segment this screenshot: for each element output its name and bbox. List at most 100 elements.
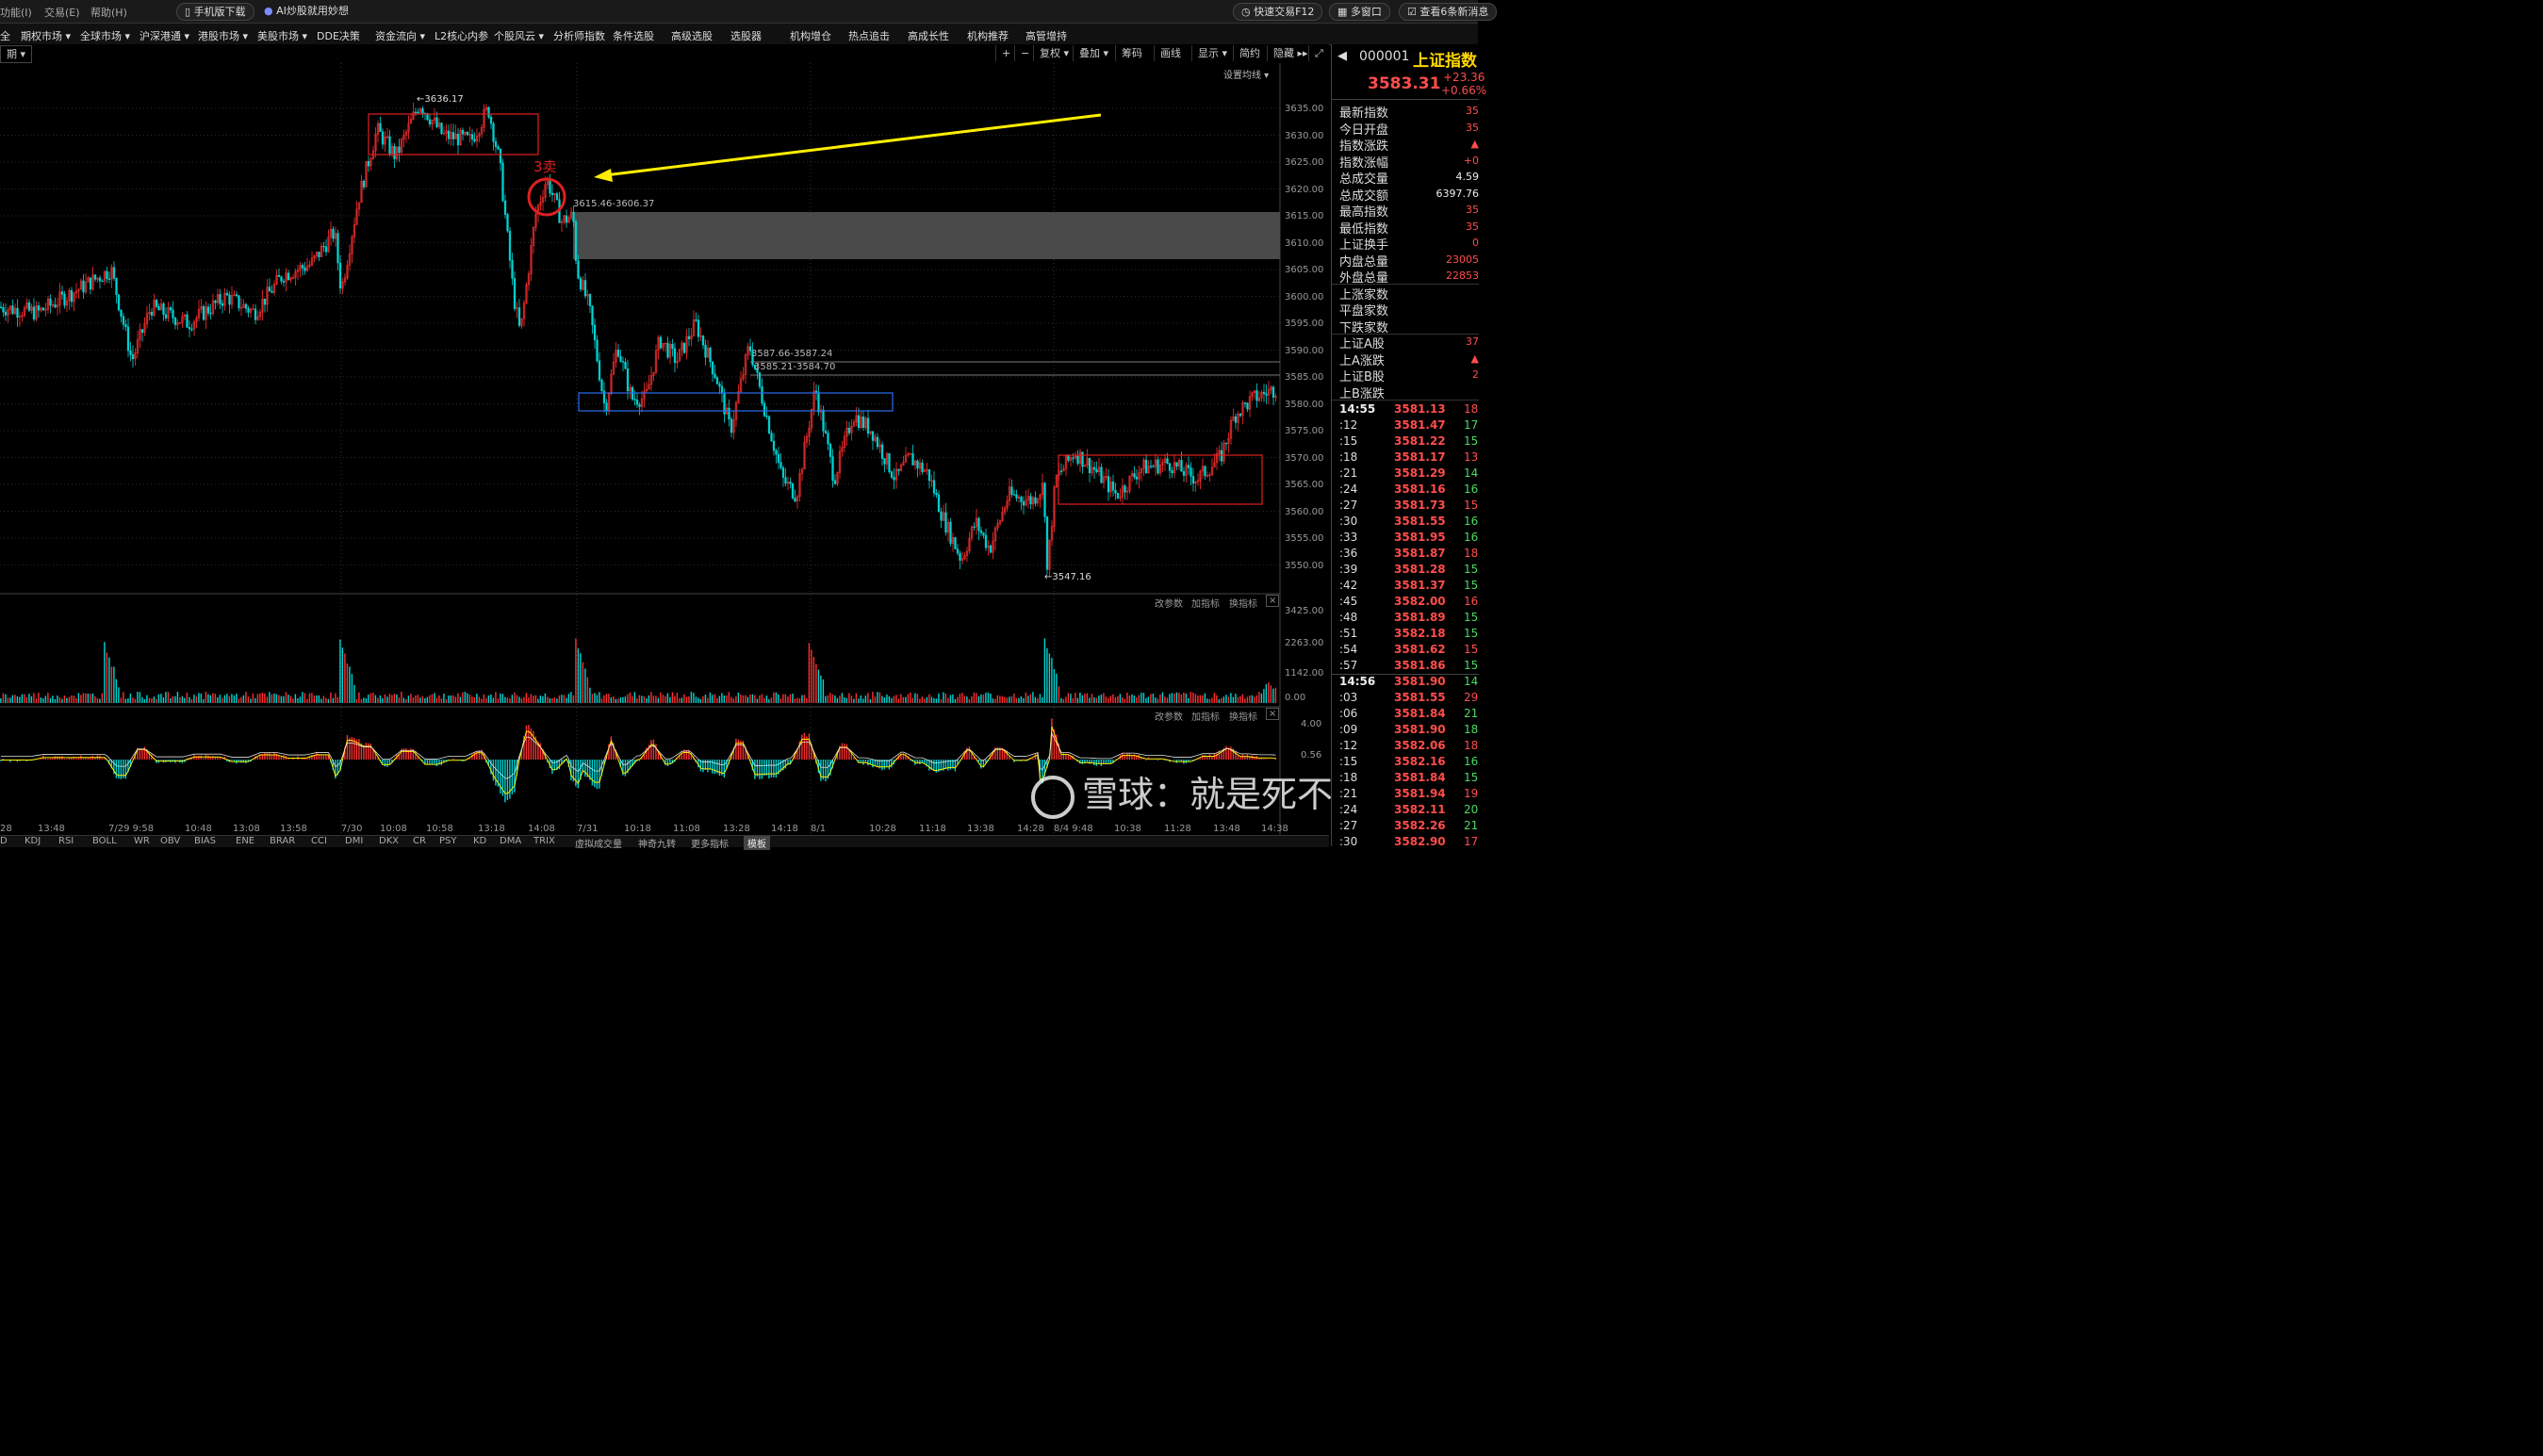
candle-body — [810, 409, 813, 429]
indicator-tab[interactable]: DKX — [379, 836, 400, 846]
candle-body — [973, 526, 976, 529]
change-param-button[interactable]: 改参数 — [1155, 599, 1183, 610]
menu-help[interactable]: 帮助(H) — [90, 7, 127, 19]
candle-body — [145, 313, 149, 324]
ma-setting-button[interactable]: 设置均线 ▾ — [1223, 71, 1270, 81]
change-param-button[interactable]: 改参数 — [1155, 712, 1183, 723]
nav-item[interactable]: 机构推荐 — [967, 30, 1009, 42]
menu-trade[interactable]: 交易(E) — [44, 7, 80, 19]
display-button[interactable]: 显示 ▾ — [1191, 45, 1233, 61]
quote-label: 最高指数 — [1339, 205, 1389, 220]
mobile-download-button[interactable]: ▯ 手机版下载 — [176, 3, 254, 21]
indicator-tab[interactable]: BRAR — [270, 836, 296, 846]
macd-bar — [539, 743, 542, 760]
kline-chart[interactable] — [0, 63, 1329, 835]
volume-bar — [1072, 697, 1075, 703]
indicator-tab[interactable]: WR — [134, 836, 150, 846]
nav-item[interactable]: 沪深港通 ▾ — [139, 30, 190, 42]
nav-item[interactable]: 个股风云 ▾ — [494, 30, 545, 42]
candle-body — [638, 404, 641, 407]
quick-trade-button[interactable]: ◷ 快速交易F12 — [1233, 3, 1323, 21]
news-button[interactable]: ☑ 查看6条新消息 — [1399, 3, 1498, 21]
macd-bar — [322, 755, 325, 760]
nav-item[interactable]: 高管增持 — [1025, 30, 1067, 42]
draw-line-button[interactable]: 画线 — [1154, 45, 1187, 61]
support-box — [578, 392, 894, 412]
candle-body — [563, 215, 566, 222]
nav-item[interactable]: 全球市场 ▾ — [80, 30, 131, 42]
simple-button[interactable]: 简约 — [1233, 45, 1266, 61]
expand-icon[interactable]: ⤢ — [1308, 45, 1329, 61]
nav-item[interactable]: 分析师指数 — [553, 30, 605, 42]
add-indicator-button[interactable]: 加指标 — [1191, 599, 1220, 610]
volume-bar — [487, 695, 490, 703]
indicator-tab[interactable]: CR — [413, 836, 426, 846]
macd-bar — [551, 760, 553, 775]
volume-bar — [369, 693, 372, 703]
nav-item[interactable]: 全 — [0, 30, 10, 42]
nav-item[interactable]: 港股市场 ▾ — [198, 30, 249, 42]
volume-bar — [245, 692, 247, 703]
quote-label: 上A涨跌 — [1339, 353, 1385, 368]
indicator-tab[interactable]: DMA — [500, 836, 522, 846]
volume-bar — [1225, 695, 1227, 703]
indicator-tab[interactable]: PSY — [439, 836, 457, 846]
close-icon[interactable]: × — [1266, 708, 1280, 720]
nav-item[interactable]: 期权市场 ▾ — [21, 30, 72, 42]
close-icon[interactable]: × — [1266, 595, 1280, 607]
volume-bar — [242, 695, 245, 703]
prev-arrow-icon[interactable]: ◀ — [1337, 49, 1347, 63]
indicator-tab[interactable]: D — [0, 836, 8, 846]
period-select[interactable]: 期 ▾ — [0, 45, 33, 63]
candle-body — [110, 267, 113, 280]
gap-zone — [573, 212, 1280, 259]
indicator-tab[interactable]: OBV — [160, 836, 181, 846]
nav-item[interactable]: 热点追击 — [848, 30, 890, 42]
nav-item[interactable]: L2核心内参 — [435, 30, 489, 42]
nav-item[interactable]: 美股市场 ▾ — [257, 30, 308, 42]
macd-bar — [664, 760, 666, 765]
multi-window-button[interactable]: ▦ 多窗口 — [1329, 3, 1390, 21]
indicator-tab[interactable]: 虚拟成交量 — [575, 840, 622, 850]
adjust-button[interactable]: 复权 ▾ — [1033, 45, 1075, 61]
indicator-tab[interactable]: DMI — [345, 836, 364, 846]
nav-item[interactable]: 机构增仓 — [790, 30, 831, 42]
hide-button[interactable]: 隐藏 ▸▸ — [1267, 45, 1314, 61]
nav-item[interactable]: 高成长性 — [908, 30, 949, 42]
indicator-tab[interactable]: RSI — [58, 836, 74, 846]
add-indicator-button[interactable]: 加指标 — [1191, 712, 1220, 723]
volume-bar — [203, 698, 205, 703]
nav-item[interactable]: 高级选股 — [671, 30, 713, 42]
indicator-tab[interactable]: TRIX — [533, 836, 555, 846]
macd-bar — [9, 760, 11, 762]
indicator-tab[interactable]: BOLL — [92, 836, 117, 846]
menu-function[interactable]: 功能(I) — [0, 7, 32, 19]
indicator-tab[interactable]: BIAS — [194, 836, 216, 846]
price-change: +23.36 — [1443, 71, 1485, 84]
nav-item[interactable]: 条件选股 — [613, 30, 654, 42]
indicator-tab[interactable]: ENE — [236, 836, 255, 846]
indicator-tab[interactable]: CCI — [311, 836, 327, 846]
ai-button[interactable]: ● AI炒股就用妙想 — [264, 5, 349, 17]
volume-bar — [1100, 695, 1103, 703]
indicator-tab[interactable]: 模板 — [744, 836, 770, 850]
overlay-button[interactable]: 叠加 ▾ — [1073, 45, 1114, 61]
indicator-tab[interactable]: KD — [473, 836, 487, 846]
indicator-tab[interactable]: 神奇九转 — [638, 840, 676, 850]
zoom-in-button[interactable]: + — [995, 45, 1016, 61]
macd-bar — [120, 760, 123, 779]
nav-item[interactable]: DDE决策 — [317, 30, 360, 42]
nav-item[interactable]: 资金流向 ▾ — [375, 30, 426, 42]
volume-bar — [247, 695, 250, 703]
indicator-tab[interactable]: KDJ — [25, 836, 41, 846]
chips-button[interactable]: 筹码 — [1115, 45, 1148, 61]
candle-body — [1043, 483, 1046, 517]
nav-item[interactable]: 选股器 — [730, 30, 762, 42]
switch-indicator-button[interactable]: 换指标 — [1229, 712, 1257, 723]
switch-indicator-button[interactable]: 换指标 — [1229, 599, 1257, 610]
zoom-out-button[interactable]: − — [1014, 45, 1035, 61]
macd-bar — [407, 750, 410, 760]
volume-bar — [506, 697, 509, 703]
candle-body — [176, 322, 179, 325]
indicator-tab[interactable]: 更多指标 — [691, 840, 729, 850]
